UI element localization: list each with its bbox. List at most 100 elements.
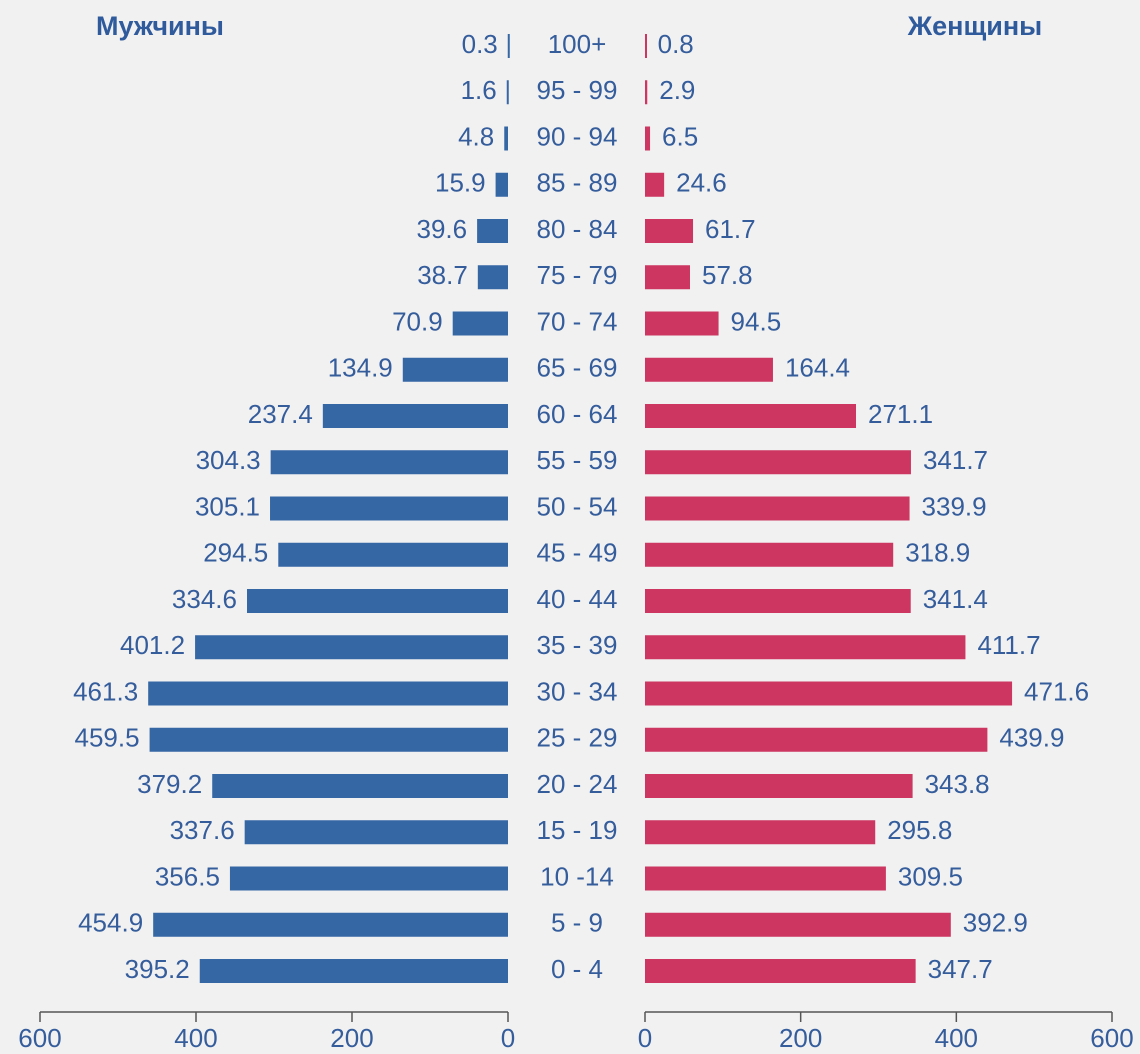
bar [149, 727, 508, 752]
x-tick-label: 0 [638, 1023, 652, 1053]
category-label: 10 -14 [540, 861, 614, 891]
series-header: Мужчины [96, 11, 224, 41]
category-label: 20 - 24 [537, 769, 618, 799]
value-label: 2.9 [659, 75, 695, 105]
value-label: 57.8 [702, 260, 753, 290]
bar [645, 357, 773, 382]
x-tick-label: 0 [501, 1023, 515, 1053]
value-label: 411.7 [977, 630, 1040, 660]
bar [199, 959, 508, 983]
bar [645, 635, 966, 660]
x-tick-label: 200 [330, 1023, 373, 1053]
bar [645, 126, 651, 151]
value-label: 337.6 [170, 815, 235, 845]
category-label: 15 - 19 [537, 815, 618, 845]
bar [645, 912, 951, 937]
bar [645, 311, 719, 336]
value-label: 356.5 [155, 861, 220, 891]
value-label: 309.5 [898, 861, 963, 891]
bar [645, 34, 647, 58]
value-label: 134.9 [328, 353, 393, 383]
value-label: 379.2 [137, 769, 202, 799]
bar [278, 542, 508, 567]
value-label: 439.9 [999, 723, 1064, 753]
value-label: 24.6 [676, 168, 727, 198]
bar [477, 219, 508, 243]
category-label: 40 - 44 [537, 584, 618, 614]
bar [270, 496, 508, 521]
value-label: 94.5 [731, 306, 782, 336]
bar [645, 172, 665, 197]
value-label: 164.4 [785, 353, 850, 383]
x-tick-label: 600 [18, 1023, 61, 1053]
value-label: 15.9 [435, 168, 486, 198]
value-label: 39.6 [417, 214, 468, 244]
bar [212, 774, 508, 798]
bar [645, 681, 1013, 706]
value-label: 392.9 [963, 908, 1028, 938]
category-label: 75 - 79 [537, 260, 618, 290]
bar [452, 311, 508, 336]
category-label: 95 - 99 [537, 75, 618, 105]
value-label: 0.8 [658, 29, 694, 59]
value-label: 459.5 [75, 723, 140, 753]
value-label: 341.7 [923, 445, 988, 475]
x-tick-label: 400 [935, 1023, 978, 1053]
category-label: 45 - 49 [537, 538, 618, 568]
bar [153, 912, 509, 937]
category-label: 0 - 4 [551, 954, 603, 984]
x-tick-label: 400 [174, 1023, 217, 1053]
value-label: 454.9 [78, 908, 143, 938]
bar [322, 404, 508, 428]
bar [148, 681, 508, 706]
value-label: 304.3 [196, 445, 261, 475]
bar [244, 820, 508, 845]
series-header: Женщины [907, 11, 1042, 41]
value-label: 347.7 [928, 954, 993, 984]
category-label: 5 - 9 [551, 908, 603, 938]
value-label: 334.6 [172, 584, 237, 614]
bar [645, 542, 894, 567]
value-label: 61.7 [705, 214, 756, 244]
bar [645, 959, 916, 983]
value-label: 401.2 [120, 630, 185, 660]
value-label: 271.1 [868, 399, 933, 429]
value-label: 1.6 [461, 75, 497, 105]
bar [507, 34, 510, 58]
category-label: 55 - 59 [537, 445, 618, 475]
category-label: 25 - 29 [537, 723, 618, 753]
bar [402, 357, 508, 382]
category-label: 100+ [548, 29, 607, 59]
bar [645, 450, 911, 475]
value-label: 461.3 [73, 676, 138, 706]
x-tick-label: 200 [779, 1023, 822, 1053]
bar [229, 866, 508, 891]
bar [645, 496, 910, 521]
value-label: 343.8 [925, 769, 990, 799]
value-label: 237.4 [248, 399, 313, 429]
value-label: 4.8 [458, 121, 494, 151]
category-label: 85 - 89 [537, 168, 618, 198]
bar [645, 219, 694, 243]
category-label: 30 - 34 [537, 676, 618, 706]
value-label: 6.5 [662, 121, 698, 151]
category-label: 50 - 54 [537, 491, 618, 521]
bar [645, 866, 886, 891]
value-label: 295.8 [887, 815, 952, 845]
value-label: 395.2 [125, 954, 190, 984]
x-tick-label: 600 [1090, 1023, 1133, 1053]
bar [195, 635, 508, 660]
value-label: 70.9 [392, 306, 443, 336]
value-label: 471.6 [1024, 676, 1089, 706]
category-label: 65 - 69 [537, 353, 618, 383]
bar [645, 727, 988, 752]
bar [645, 265, 690, 290]
value-label: 341.4 [923, 584, 988, 614]
category-label: 60 - 64 [537, 399, 618, 429]
category-label: 70 - 74 [537, 306, 618, 336]
value-label: 305.1 [195, 491, 260, 521]
bar [645, 820, 876, 845]
bar [477, 265, 508, 290]
bar [645, 80, 648, 105]
